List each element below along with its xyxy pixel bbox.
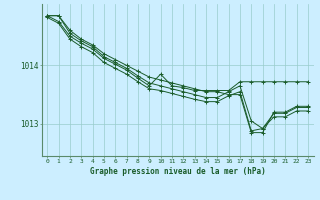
X-axis label: Graphe pression niveau de la mer (hPa): Graphe pression niveau de la mer (hPa) bbox=[90, 167, 266, 176]
